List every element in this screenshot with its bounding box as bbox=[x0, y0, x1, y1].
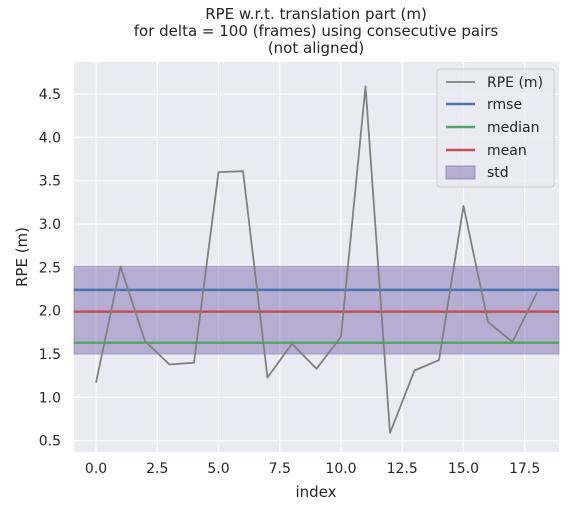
y-tick-label: 1.0 bbox=[39, 390, 61, 406]
legend-swatch-std bbox=[445, 165, 476, 180]
y-tick-label: 0.5 bbox=[39, 434, 61, 450]
y-tick-label: 4.5 bbox=[39, 87, 61, 103]
x-tick-label: 10.0 bbox=[325, 461, 356, 477]
legend-label-rpe: RPE (m) bbox=[487, 75, 543, 91]
y-tick-labels: 0.5 1.0 1.5 2.0 2.5 3.0 3.5 4.0 4.5 bbox=[39, 87, 61, 450]
chart-title-line-2: for delta = 100 (frames) using consecuti… bbox=[134, 22, 499, 40]
chart-title-line-3: (not aligned) bbox=[268, 39, 364, 57]
y-tick-label: 4.0 bbox=[39, 130, 61, 146]
std-band-rect bbox=[73, 266, 560, 355]
legend: RPE (m) rmse median mean std bbox=[436, 68, 555, 188]
legend-frame bbox=[436, 68, 555, 188]
y-tick-label: 1.5 bbox=[39, 347, 61, 363]
x-tick-labels: 0.0 2.5 5.0 7.5 10.0 12.5 15.0 17.5 bbox=[85, 461, 540, 477]
legend-label-median: median bbox=[487, 120, 539, 136]
chart-title-line-1: RPE w.r.t. translation part (m) bbox=[205, 5, 427, 23]
x-tick-label: 5.0 bbox=[207, 461, 229, 477]
x-tick-label: 2.5 bbox=[146, 461, 168, 477]
series-line-rpe bbox=[95, 85, 538, 434]
x-tick-label: 15.0 bbox=[448, 461, 479, 477]
stat-lines bbox=[74, 288, 559, 345]
legend-label-rmse: rmse bbox=[487, 97, 522, 113]
y-tick-label: 3.5 bbox=[39, 174, 61, 190]
x-tick-label: 7.5 bbox=[269, 461, 291, 477]
legend-label-std: std bbox=[487, 165, 509, 181]
series-lines bbox=[95, 85, 538, 434]
legend-label-mean: mean bbox=[487, 143, 527, 159]
std-band bbox=[73, 266, 560, 355]
y-tick-label: 3.0 bbox=[39, 217, 61, 233]
x-axis-label: index bbox=[295, 483, 336, 501]
x-tick-label: 17.5 bbox=[509, 461, 540, 477]
x-tick-label: 0.0 bbox=[85, 461, 107, 477]
x-tick-label: 12.5 bbox=[387, 461, 418, 477]
y-axis-label: RPE (m) bbox=[13, 227, 31, 287]
y-tick-label: 2.5 bbox=[39, 260, 61, 276]
y-tick-label: 2.0 bbox=[39, 304, 61, 320]
